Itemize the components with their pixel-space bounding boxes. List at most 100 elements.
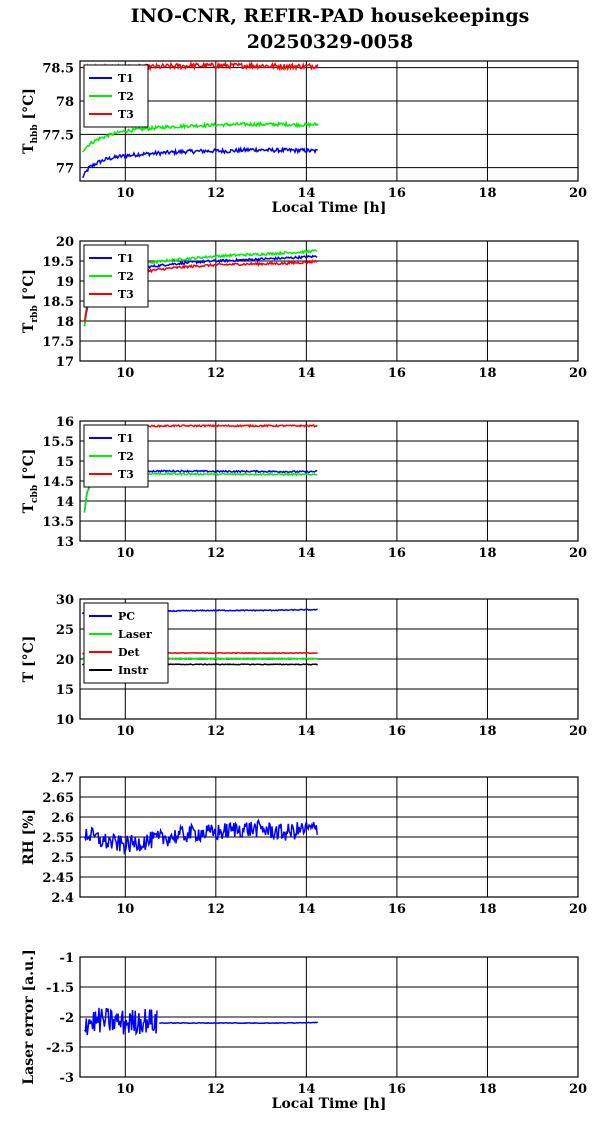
x-tick-label: 18 — [478, 546, 496, 561]
y-axis-label-sub: cbb — [30, 485, 40, 503]
y-axis-label-unit: [°C] — [21, 269, 37, 305]
x-tick-label: 14 — [297, 1082, 315, 1097]
y-tick-label: 10 — [56, 713, 74, 728]
y-tick-label: 2.45 — [42, 871, 74, 886]
y-tick-label: 19.5 — [42, 255, 74, 270]
x-tick-label: 16 — [388, 902, 406, 917]
x-tick-label: 14 — [297, 724, 315, 739]
x-tick-label: 12 — [207, 902, 225, 917]
x-tick-label: 10 — [116, 902, 134, 917]
y-axis-label: Thbb [°C] — [21, 88, 40, 154]
y-axis-label: Laser error [a.u.] — [21, 949, 37, 1084]
x-tick-label: 18 — [478, 902, 496, 917]
legend: PC Laser Det Instr — [83, 602, 169, 684]
y-tick-label: 15 — [56, 455, 74, 470]
x-tick-label: 18 — [478, 1082, 496, 1097]
y-tick-label: 2.4 — [51, 891, 74, 906]
y-axis-label-main: Laser error [a.u.] — [21, 949, 37, 1084]
series-line-t2 — [81, 120, 319, 153]
x-tick-label: 10 — [116, 1082, 134, 1097]
legend-entry: T2 — [118, 450, 134, 463]
x-tick-label: 18 — [478, 366, 496, 381]
y-axis-label-unit: [°C] — [21, 88, 37, 124]
x-axis-label: Local Time [h] — [272, 200, 387, 216]
y-tick-label: 78.5 — [42, 62, 74, 77]
x-tick-label: 14 — [297, 366, 315, 381]
y-tick-label: -3 — [60, 1071, 74, 1086]
legend-entry: T1 — [118, 252, 134, 265]
plot-frame — [79, 240, 579, 362]
x-tick-label: 18 — [478, 186, 496, 201]
legend-entry: T3 — [118, 108, 134, 121]
x-tick-label: 20 — [569, 366, 587, 381]
legend-entry: T3 — [118, 288, 134, 301]
chart-panel-3: 10 12 14 16 18 20 13 13.5 14 14.5 15 15.5 16 Tcbb [°C… — [21, 415, 587, 561]
y-tick-label: 77.5 — [42, 128, 74, 143]
plot-frame — [79, 420, 579, 542]
series-line-trace-1 — [83, 818, 318, 856]
plot-frame — [79, 60, 579, 182]
x-tick-label: 10 — [116, 546, 134, 561]
y-tick-label: 13.5 — [42, 515, 74, 530]
y-tick-label: 78 — [56, 95, 74, 110]
figure-subtitle: 20250329-0058 — [247, 31, 414, 53]
x-tick-label: 10 — [116, 366, 134, 381]
x-tick-label: 16 — [388, 366, 406, 381]
series-line-t1 — [82, 145, 318, 178]
legend-entry: Laser — [118, 628, 152, 641]
legend: T1 T2 T3 — [83, 64, 149, 128]
y-tick-label: 15 — [56, 683, 74, 698]
series-line-trace-1 — [83, 1007, 158, 1037]
x-tick-label: 20 — [569, 186, 587, 201]
x-tick-label: 20 — [569, 546, 587, 561]
x-tick-label: 12 — [207, 1082, 225, 1097]
x-tick-label: 20 — [569, 902, 587, 917]
y-axis-label-sub: hbb — [30, 124, 40, 143]
legend-entry: Instr — [118, 664, 148, 677]
x-tick-label: 10 — [116, 186, 134, 201]
y-tick-label: 14 — [56, 495, 74, 510]
y-axis-label: Tcbb [°C] — [21, 449, 40, 514]
plot-frame — [79, 598, 579, 720]
y-tick-label: -1 — [60, 951, 74, 966]
x-tick-label: 10 — [116, 724, 134, 739]
y-axis-label-sub: rbb — [30, 305, 40, 322]
series-group — [83, 1007, 319, 1037]
x-tick-label: 12 — [207, 724, 225, 739]
series-line-trace-2 — [159, 1021, 319, 1025]
plot-frame — [79, 776, 579, 898]
legend: T1 T2 T3 — [83, 424, 149, 488]
y-tick-label: 17.5 — [42, 335, 74, 350]
x-tick-label: 16 — [388, 1082, 406, 1097]
y-tick-label: 2.7 — [51, 771, 74, 786]
legend-entry: T1 — [118, 72, 134, 85]
y-axis-label-unit: [°C] — [21, 449, 37, 485]
y-tick-label: 15.5 — [42, 435, 74, 450]
x-tick-label: 20 — [569, 1082, 587, 1097]
y-axis-label: RH [%] — [21, 809, 37, 865]
y-tick-label: 17 — [56, 355, 74, 370]
y-axis-label: Trbb [°C] — [21, 269, 40, 333]
y-axis-label-main: RH [%] — [21, 809, 37, 865]
y-tick-label: 2.65 — [42, 791, 74, 806]
y-tick-label: 18.5 — [42, 295, 74, 310]
y-tick-label: 20 — [56, 653, 74, 668]
legend-entry: Det — [118, 646, 141, 659]
x-tick-label: 16 — [388, 724, 406, 739]
x-tick-label: 12 — [207, 186, 225, 201]
legend: T1 T2 T3 — [83, 244, 149, 308]
x-tick-label: 14 — [297, 186, 315, 201]
x-tick-label: 20 — [569, 724, 587, 739]
y-tick-label: 19 — [56, 275, 74, 290]
y-tick-label: -2.5 — [46, 1041, 74, 1056]
y-tick-label: 14.5 — [42, 475, 74, 490]
y-tick-label: 77 — [56, 162, 74, 177]
x-tick-label: 12 — [207, 546, 225, 561]
x-tick-label: 14 — [297, 546, 315, 561]
y-tick-label: 18 — [56, 315, 74, 330]
y-tick-label: 20 — [56, 235, 74, 250]
y-axis-label-main: T — [21, 502, 37, 513]
